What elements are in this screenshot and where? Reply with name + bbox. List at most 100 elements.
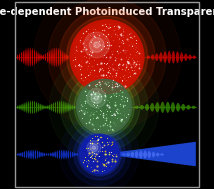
Circle shape (92, 146, 107, 162)
Circle shape (77, 27, 137, 86)
Circle shape (85, 139, 114, 169)
Circle shape (91, 41, 123, 73)
Circle shape (94, 148, 105, 160)
Circle shape (102, 52, 112, 62)
Circle shape (88, 143, 111, 165)
Circle shape (92, 146, 95, 149)
Polygon shape (120, 142, 196, 166)
Circle shape (74, 77, 134, 137)
Circle shape (84, 87, 124, 127)
Circle shape (97, 151, 102, 157)
Circle shape (91, 146, 108, 163)
Circle shape (96, 46, 118, 68)
Circle shape (68, 71, 140, 143)
Circle shape (80, 134, 119, 174)
Circle shape (86, 141, 113, 167)
Circle shape (95, 44, 119, 69)
Circle shape (77, 79, 132, 134)
Circle shape (87, 89, 122, 124)
Circle shape (84, 32, 110, 58)
Circle shape (103, 106, 105, 108)
Circle shape (96, 151, 103, 157)
Circle shape (76, 26, 138, 88)
Circle shape (95, 149, 104, 159)
Circle shape (92, 147, 107, 161)
Circle shape (101, 51, 113, 63)
Circle shape (94, 96, 99, 100)
Circle shape (70, 20, 144, 94)
Circle shape (89, 144, 109, 164)
Circle shape (101, 104, 107, 110)
Circle shape (98, 153, 101, 155)
Circle shape (97, 152, 101, 156)
Circle shape (82, 32, 132, 81)
Circle shape (80, 135, 119, 173)
Circle shape (86, 36, 128, 78)
Circle shape (85, 35, 129, 79)
Circle shape (80, 30, 134, 84)
Circle shape (81, 84, 127, 130)
Circle shape (67, 16, 147, 97)
Circle shape (85, 88, 123, 126)
Circle shape (95, 98, 113, 116)
Circle shape (84, 33, 130, 80)
Circle shape (60, 63, 148, 151)
Circle shape (87, 88, 106, 108)
Circle shape (88, 90, 121, 123)
Circle shape (89, 38, 104, 52)
Circle shape (103, 53, 111, 60)
Circle shape (89, 91, 120, 122)
Circle shape (88, 142, 111, 166)
Circle shape (71, 21, 143, 92)
Circle shape (87, 141, 112, 167)
Circle shape (97, 99, 111, 114)
Circle shape (98, 48, 116, 65)
Circle shape (74, 24, 140, 90)
Circle shape (90, 145, 109, 163)
Circle shape (81, 136, 118, 173)
Circle shape (74, 128, 125, 180)
Circle shape (95, 150, 103, 158)
Circle shape (59, 9, 155, 105)
Circle shape (100, 49, 114, 64)
Circle shape (93, 147, 106, 161)
Circle shape (89, 92, 119, 121)
Circle shape (84, 139, 115, 169)
Circle shape (79, 81, 130, 132)
Circle shape (79, 82, 129, 132)
Circle shape (90, 144, 98, 152)
Circle shape (97, 47, 117, 67)
Circle shape (77, 79, 132, 134)
Circle shape (89, 38, 125, 75)
Circle shape (94, 149, 105, 159)
Text: Size-dependent Photoinduced Transparency: Size-dependent Photoinduced Transparency (0, 7, 214, 17)
Circle shape (91, 94, 117, 120)
Circle shape (82, 85, 126, 129)
Circle shape (78, 132, 121, 176)
Circle shape (82, 136, 117, 172)
Circle shape (93, 96, 115, 118)
Circle shape (94, 42, 100, 48)
Circle shape (96, 99, 112, 115)
Circle shape (100, 102, 109, 111)
Circle shape (83, 86, 125, 128)
Circle shape (83, 138, 115, 170)
Circle shape (99, 153, 100, 155)
Circle shape (92, 95, 116, 119)
Circle shape (94, 97, 114, 117)
Circle shape (75, 25, 139, 89)
Circle shape (79, 29, 135, 85)
Circle shape (73, 22, 141, 91)
Circle shape (101, 103, 108, 110)
Circle shape (89, 143, 110, 165)
Circle shape (99, 101, 110, 112)
Circle shape (94, 43, 120, 70)
Circle shape (91, 93, 118, 121)
Circle shape (92, 42, 122, 71)
Circle shape (105, 54, 109, 59)
Circle shape (86, 140, 113, 168)
Circle shape (68, 122, 131, 186)
Circle shape (48, 0, 166, 116)
Circle shape (70, 20, 144, 94)
Circle shape (80, 134, 119, 174)
